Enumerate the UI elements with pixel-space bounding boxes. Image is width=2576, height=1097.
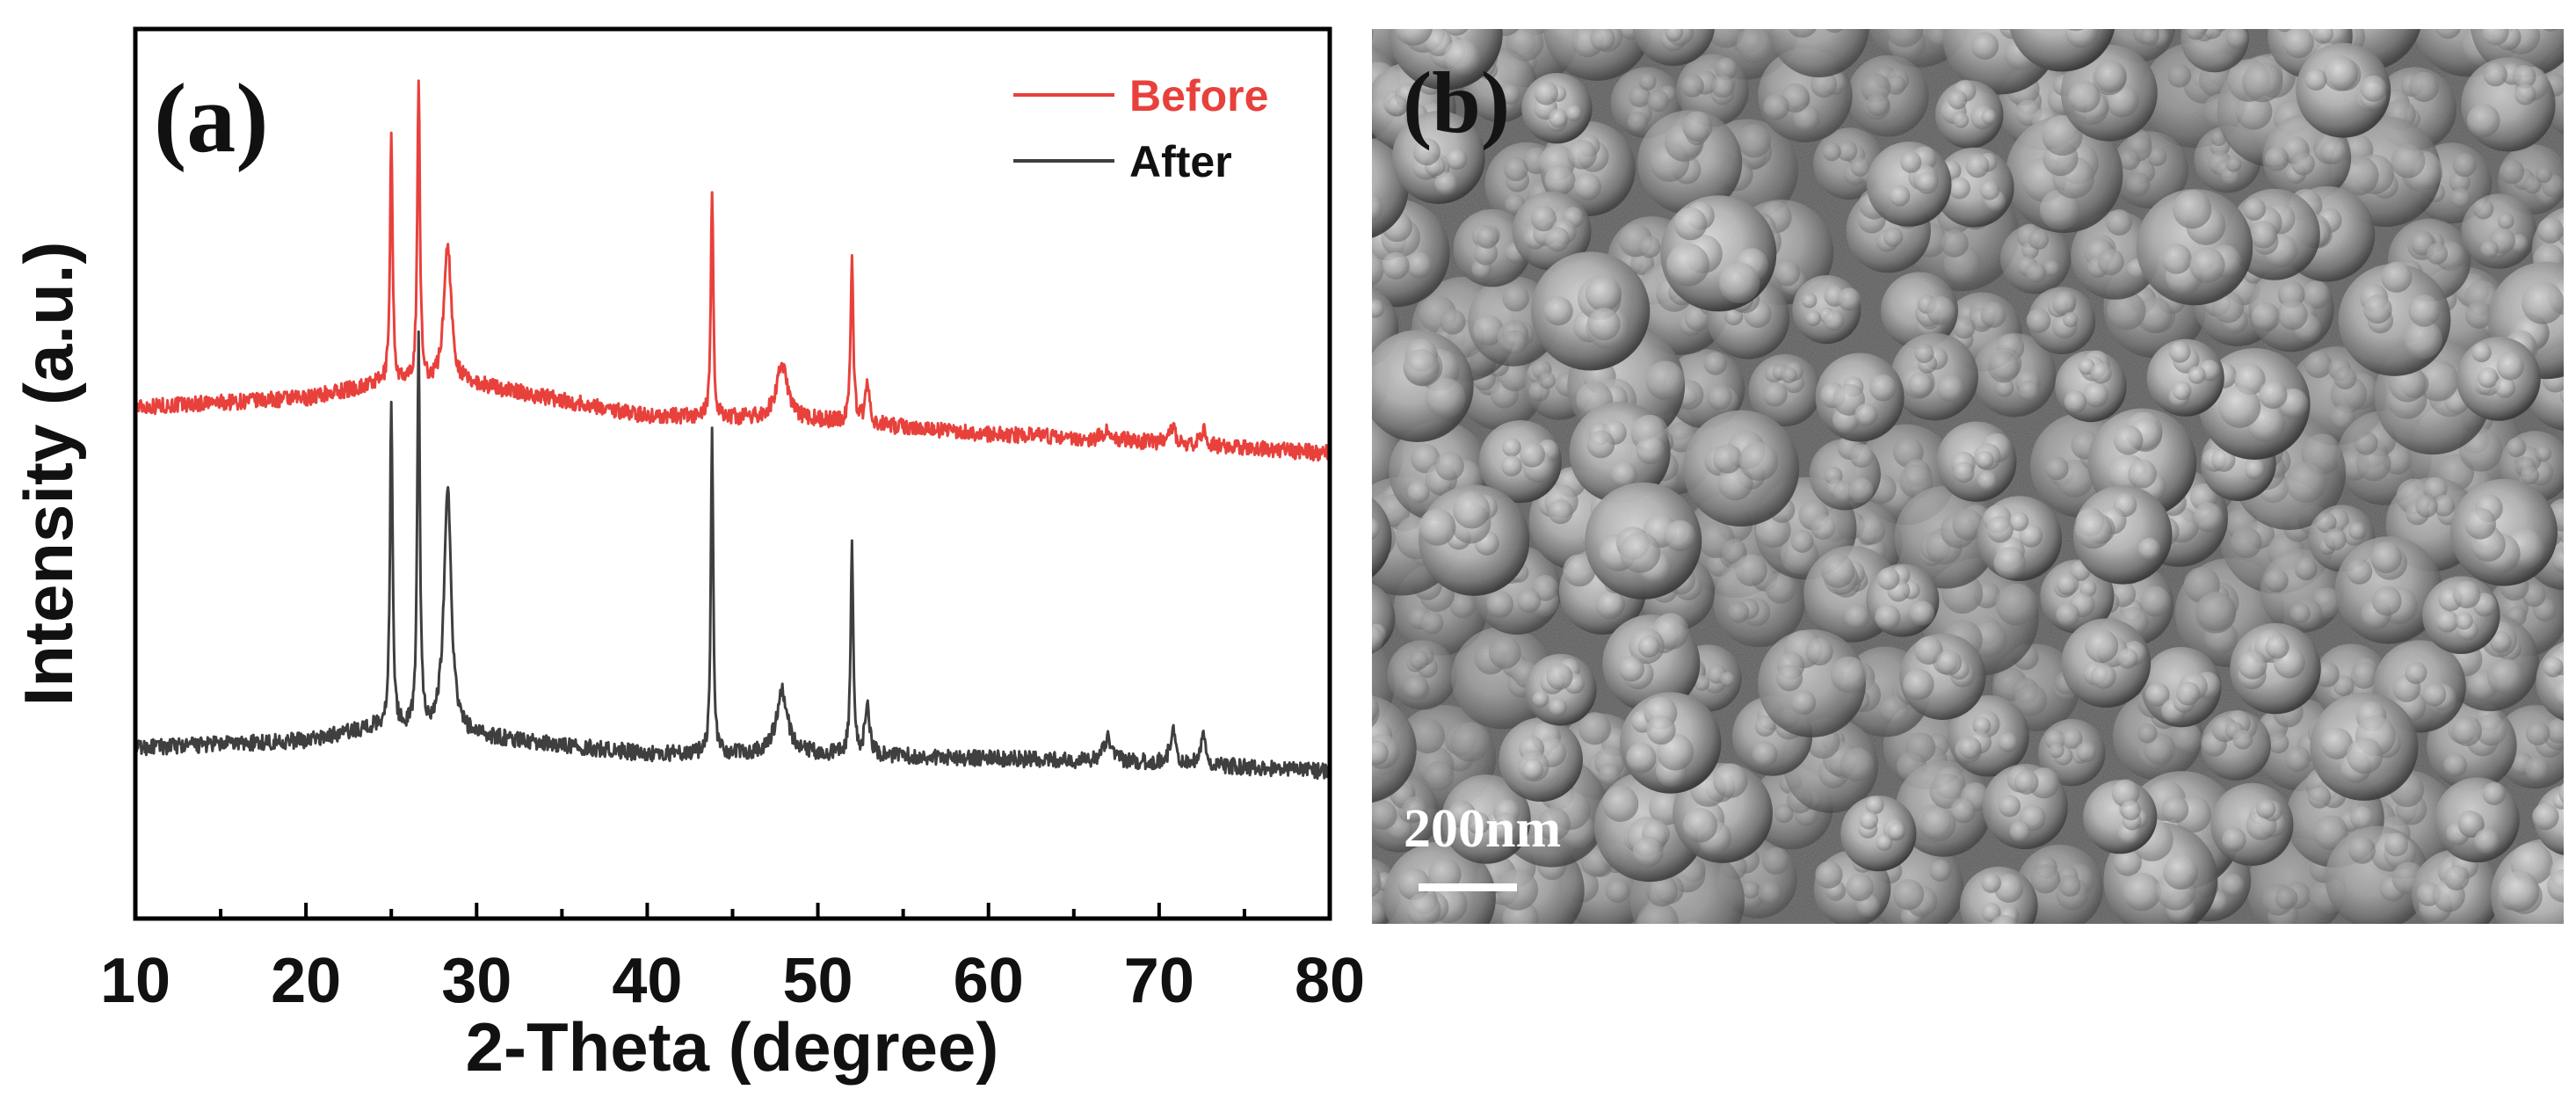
- nanosphere: [1833, 0, 1949, 29]
- nanosphere: [1420, 0, 1539, 25]
- nanosphere: [1419, 485, 1529, 596]
- nanosphere: [2230, 623, 2321, 715]
- nanosphere: [1525, 654, 1597, 726]
- nanosphere: [1660, 195, 1776, 311]
- nanosphere: [2218, 0, 2292, 1]
- nanosphere: [1936, 422, 2016, 502]
- y-axis-title: Intensity (a.u.): [10, 242, 87, 707]
- nanosphere: [1531, 251, 1650, 370]
- nanosphere: [2435, 777, 2520, 862]
- nanosphere: [1899, 634, 1985, 720]
- nanosphere: [2450, 479, 2558, 586]
- nanosphere: [2147, 339, 2224, 417]
- x-tick-label: 30: [441, 946, 512, 1016]
- nanosphere: [2083, 780, 2157, 854]
- nanosphere: [1977, 496, 2062, 581]
- nanosphere: [1598, 0, 1713, 5]
- nanosphere: [2210, 783, 2293, 866]
- nanosphere: [1924, 0, 2009, 12]
- sem-micrograph: (b) 200nm: [1183, 0, 2576, 958]
- nanosphere: [2310, 693, 2418, 801]
- nanosphere: [1867, 142, 1952, 227]
- nanosphere: [2073, 485, 2172, 584]
- scale-bar-label: 200nm: [1404, 799, 1561, 859]
- nanosphere: [2062, 618, 2152, 708]
- x-tick-label: 50: [783, 946, 853, 1016]
- scale-bar: [1419, 883, 1517, 891]
- x-axis-title: 2-Theta (degree): [466, 1008, 999, 1086]
- nanosphere: [1183, 0, 1300, 25]
- nanosphere: [1252, 550, 1339, 636]
- nanosphere: [1273, 283, 1346, 356]
- nanosphere: [2181, 4, 2249, 73]
- panel-label-a: (a): [154, 64, 269, 173]
- x-tick-label: 40: [612, 946, 682, 1016]
- nanosphere: [1983, 764, 2068, 849]
- nanosphere: [1792, 275, 1861, 344]
- nanosphere: [2296, 43, 2391, 138]
- legend: Before After: [1013, 71, 1268, 186]
- nanosphere: [2055, 351, 2126, 423]
- nanosphere: [2137, 189, 2253, 305]
- nanosphere: [2201, 710, 2271, 781]
- figure: 10 20 30 40 50 60 70 80 (a) Before After 2-Theta…: [0, 0, 2576, 1097]
- nanosphere: [2141, 647, 2221, 727]
- nanosphere: [1283, 785, 1361, 863]
- nanosphere: [2562, 852, 2576, 956]
- xrd-chart: 10 20 30 40 50 60 70 80 (a) Before After 2-Theta…: [10, 29, 1365, 1086]
- nanosphere: [1292, 488, 1392, 588]
- nanosphere: [2382, 0, 2481, 2]
- nanosphere: [2000, 223, 2071, 294]
- nanosphere: [1498, 717, 1583, 802]
- panel-label-b: (b): [1403, 54, 1510, 151]
- x-tick-label: 10: [100, 946, 171, 1016]
- nanosphere: [1382, 0, 1467, 8]
- nanosphere: [1847, 55, 1929, 137]
- nanosphere: [1683, 410, 1799, 527]
- nanosphere: [2456, 337, 2541, 421]
- nanosphere: [2462, 193, 2537, 269]
- nanosphere: [1840, 796, 1916, 871]
- nanosphere: [2422, 577, 2500, 654]
- nanosphere: [1740, 0, 1855, 4]
- nanosphere: [1816, 353, 1905, 442]
- nanosphere: [1244, 0, 1350, 69]
- legend-label-before: Before: [1129, 71, 1268, 120]
- x-tick-label: 60: [954, 946, 1024, 1016]
- nanosphere: [1585, 483, 1702, 599]
- nanosphere: [2461, 57, 2555, 151]
- nanosphere: [1274, 716, 1348, 789]
- nanosphere: [1620, 692, 1721, 793]
- nanosphere: [1387, 640, 1456, 709]
- x-tick-label: 70: [1124, 946, 1194, 1016]
- x-tick-label: 20: [271, 946, 341, 1016]
- nanosphere: [2412, 849, 2500, 938]
- legend-label-after: After: [1129, 137, 1232, 186]
- nanosphere: [1262, 117, 1354, 209]
- nanosphere: [1960, 867, 2038, 945]
- nanosphere: [1298, 214, 1367, 282]
- nanosphere: [1890, 333, 1978, 421]
- nanosphere: [2326, 826, 2430, 931]
- nanosphere: [1521, 73, 1592, 143]
- x-tick-label: 80: [1295, 946, 1365, 1016]
- nanosphere: [1361, 330, 1474, 442]
- nanosphere: [1694, 0, 1776, 12]
- nanosphere: [1866, 563, 1939, 636]
